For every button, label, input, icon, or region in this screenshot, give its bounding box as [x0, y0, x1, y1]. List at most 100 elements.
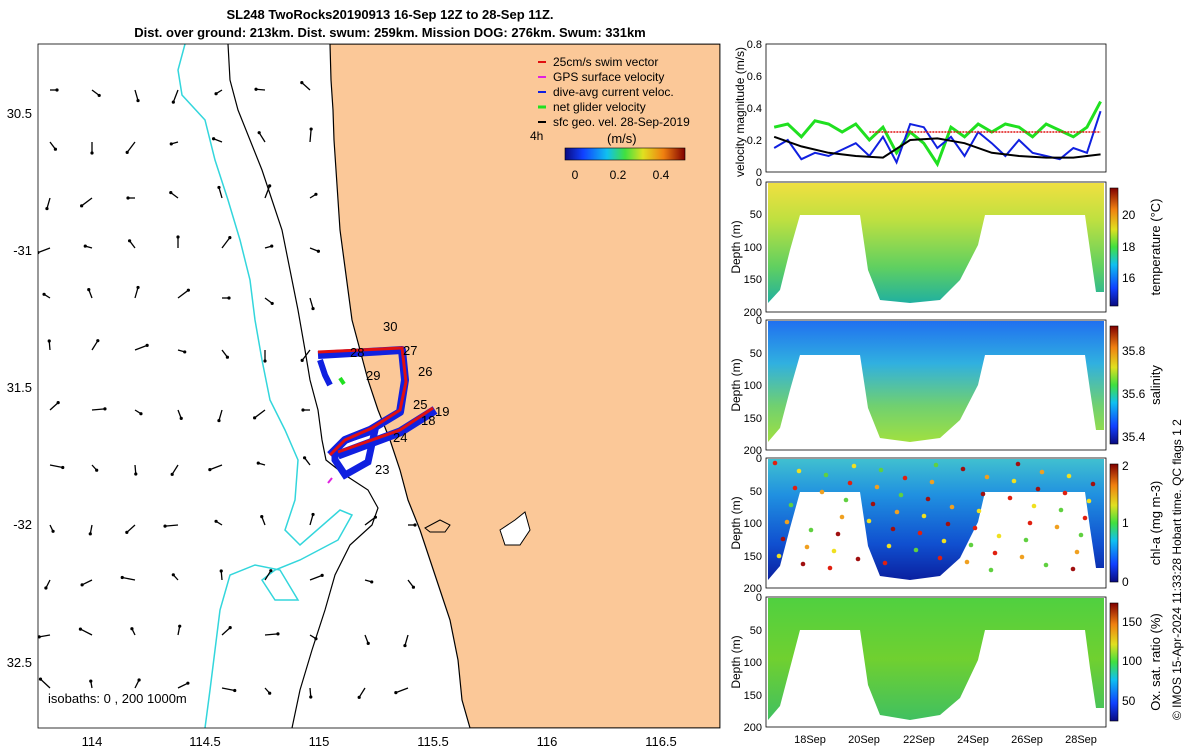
- geo-vel-arrowhead: [186, 681, 190, 685]
- geo-vel-arrowhead: [208, 468, 212, 472]
- geo-vel-arrow: [126, 141, 136, 153]
- depth-label: Depth (m): [729, 220, 743, 273]
- legend-label-diveavg: dive-avg current veloc.: [553, 85, 674, 99]
- geo-vel-arrowhead: [366, 641, 370, 646]
- geo-vel-arrowhead: [42, 292, 46, 296]
- geo-vel-arrowhead: [80, 204, 84, 208]
- salinity-section: [768, 321, 1104, 442]
- temperature-cbar-ticks: 16 18 20: [1122, 208, 1136, 285]
- geo-vel-arrowhead: [183, 350, 187, 354]
- map-x-tick: 116: [537, 734, 558, 749]
- chlorophyll-bottle-points: [772, 460, 1096, 573]
- chl-sample-point: [878, 467, 884, 473]
- geo-vel-arrowhead: [316, 249, 321, 253]
- geo-vel-arrow: [172, 89, 179, 103]
- chl-sample-point: [980, 491, 986, 497]
- temperature-cbar-label: temperature (°C): [1148, 199, 1163, 296]
- geo-vel-arrow: [122, 576, 136, 581]
- chl-sample-point: [949, 504, 955, 510]
- day-label: 18: [421, 413, 435, 428]
- geo-vel-arrowhead: [127, 239, 132, 243]
- geo-vel-arrow: [209, 464, 223, 471]
- chl-sample-point: [1031, 503, 1037, 509]
- geo-vel-arrowhead: [136, 98, 140, 103]
- oxygen-colorbar: [1109, 602, 1119, 722]
- geo-vel-arrowhead: [171, 573, 175, 577]
- chl-sample-point: [898, 492, 904, 498]
- geostrophic-velocity-field: [38, 81, 417, 699]
- geo-vel-arrow: [80, 628, 93, 636]
- depth-tick: 150: [744, 551, 762, 563]
- chl-sample-point: [772, 460, 778, 466]
- geo-vel-arrowhead: [370, 580, 374, 584]
- velocity-series: [773, 100, 1102, 168]
- velocity-panel: 0 0.2 0.4 0.6 0.8 velocity magnitude (m/…: [733, 39, 1107, 179]
- depth-tick: 50: [750, 486, 762, 498]
- geo-vel-arrowhead: [137, 678, 141, 682]
- geo-vel-arrowhead: [139, 412, 143, 416]
- chl-sample-point: [819, 489, 825, 495]
- velocity-line-0: [773, 100, 1102, 168]
- geo-vel-arrowhead: [270, 301, 274, 306]
- geo-vel-arrowhead: [269, 569, 273, 573]
- geo-vel-arrowhead: [320, 573, 324, 577]
- geo-vel-arrowhead: [87, 287, 91, 292]
- chl-sample-point: [1035, 486, 1041, 492]
- chl-sample-point: [988, 567, 994, 573]
- geo-vel-arrowhead: [61, 465, 65, 470]
- geo-vel-arrow: [126, 524, 136, 533]
- geo-vel-arrow: [49, 402, 59, 411]
- geo-vel-arrowhead: [217, 185, 221, 190]
- day-label: 23: [375, 462, 389, 477]
- temperature-panel: 0 50 100 150 200 Depth (m) 16 18 20 temp…: [729, 177, 1163, 319]
- geo-vel-arrow: [164, 524, 179, 527]
- vel-y-tick: 0.2: [747, 135, 762, 147]
- chl-sample-point: [1086, 498, 1092, 504]
- cbar-tick: 35.6: [1122, 387, 1146, 401]
- chlorophyll-cbar-label: chl-a (mg m-3): [1148, 481, 1163, 566]
- geo-vel-arrow: [264, 633, 279, 636]
- chl-sample-point: [839, 514, 845, 520]
- day-label: 25: [413, 397, 427, 412]
- geo-vel-arrowhead: [145, 343, 149, 347]
- velocity-ylabel: velocity magnitude (m/s): [733, 47, 747, 177]
- net-glider-arrow: [338, 376, 346, 386]
- geo-vel-arrowhead: [276, 632, 280, 636]
- day-label: 26: [418, 364, 432, 379]
- geo-vel-arrow: [40, 678, 51, 689]
- day-label: 30: [383, 319, 397, 334]
- depth-label: Depth (m): [729, 635, 743, 688]
- date-tick: 20Sep: [848, 734, 880, 746]
- date-x-ticks: 18Sep 20Sep 22Sep 24Sep 26Sep 28Sep: [794, 734, 1097, 746]
- map-x-tick: 114: [82, 734, 103, 749]
- map-frame: [37, 43, 721, 729]
- salinity-cbar-label: salinity: [1148, 365, 1163, 405]
- geo-vel-arrow: [309, 574, 323, 581]
- map-y-tick: 30.5: [7, 106, 32, 121]
- depth-tick: 0: [756, 177, 762, 189]
- geo-vel-arrow: [81, 197, 93, 207]
- chl-sample-point: [964, 559, 970, 565]
- chl-sample-point: [855, 556, 861, 562]
- chl-sample-point: [1019, 554, 1025, 560]
- chl-sample-point: [984, 474, 990, 480]
- oxygen-cbar-label: Ox. sat. ratio (%): [1148, 613, 1163, 711]
- geo-vel-arrow: [309, 128, 312, 143]
- chl-sample-point: [945, 521, 951, 527]
- chl-sample-point: [960, 466, 966, 472]
- oxygen-cbar-ticks: 50 100 150: [1122, 615, 1142, 708]
- geo-vel-arrowhead: [260, 514, 264, 519]
- cbar-tick: 20: [1122, 208, 1136, 222]
- geo-vel-arrow: [134, 89, 139, 101]
- geo-vel-arrow: [309, 514, 314, 526]
- chl-sample-point: [972, 525, 978, 531]
- geo-vel-arrow: [221, 687, 235, 692]
- isobath-1000m: [177, 44, 354, 728]
- geo-vel-arrowhead: [227, 296, 231, 300]
- geo-vel-arrowhead: [314, 637, 318, 641]
- geo-vel-arrow: [221, 237, 231, 249]
- geo-vel-arrow: [301, 82, 311, 91]
- geo-vel-arrowhead: [169, 142, 173, 146]
- chl-sample-point: [1058, 507, 1064, 513]
- temperature-section: [768, 183, 1104, 303]
